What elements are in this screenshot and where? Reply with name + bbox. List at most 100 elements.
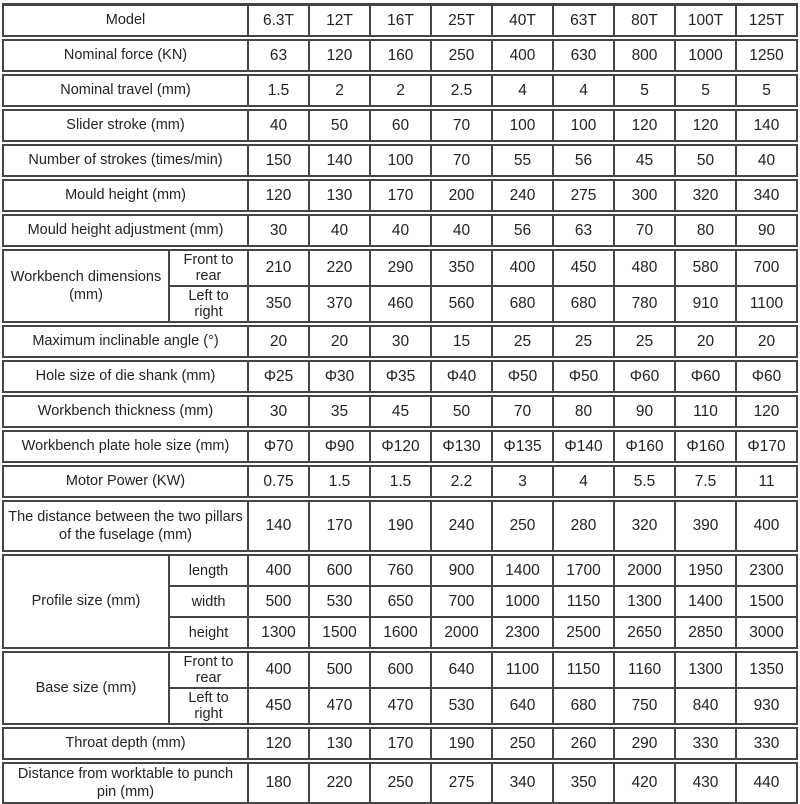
spec-value-cell: 500 (247, 585, 310, 618)
spec-value-cell: Φ140 (552, 426, 615, 465)
spec-value-cell: 2850 (674, 616, 737, 651)
spec-value-cell: 780 (613, 285, 676, 325)
table-row: Hole size of die shank (mm) Φ25 Φ30 Φ35 Φ40 Φ… (2, 356, 798, 395)
spec-value-cell: 350 (247, 285, 310, 325)
spec-value-cell: 250 (491, 496, 554, 554)
spec-value-cell: 680 (491, 285, 554, 325)
table-row: width 500 530 650 700 1000 1150 1300 1400 1500 (3, 585, 798, 618)
spec-value-cell: 400 (491, 245, 554, 287)
spec-value-cell: 16T (369, 3, 432, 39)
spec-value-cell: 25 (613, 321, 676, 360)
spec-value-cell: 290 (613, 723, 676, 762)
spec-value-cell: 1500 (735, 585, 798, 618)
spec-value-cell: Φ50 (491, 356, 554, 395)
spec-value-cell: 420 (613, 757, 676, 804)
spec-value-cell: 56 (491, 210, 554, 249)
spec-value-cell: 350 (430, 245, 493, 287)
table-row: Maximum inclinable angle (°) 20 20 30 15 25 25… (2, 321, 798, 360)
spec-value-cell: Φ135 (491, 426, 554, 465)
spec-value-cell: 320 (613, 496, 676, 554)
spec-value-cell: 20 (735, 321, 798, 360)
spec-value-cell: 2 (308, 70, 371, 109)
spec-value-cell: 4 (491, 70, 554, 109)
spec-value-cell: 800 (613, 35, 676, 74)
table-row: Slider stroke (mm) 40 50 60 70 100 100 120 120 14… (2, 105, 798, 144)
spec-value-cell: Φ60 (674, 356, 737, 395)
spec-value-cell: 600 (308, 550, 371, 587)
spec-value-cell: 1150 (552, 585, 615, 618)
spec-value-cell: Φ60 (613, 356, 676, 395)
spec-value-cell: 480 (613, 245, 676, 287)
table-row: Mould height (mm) 120 130 170 200 240 275 300 32… (2, 175, 798, 214)
spec-value-cell: 50 (430, 391, 493, 430)
table-row: Throat depth (mm) 120 130 170 190 250 260 290 33… (2, 723, 798, 762)
spec-value-cell: Φ120 (369, 426, 432, 465)
spec-value-cell: Φ50 (552, 356, 615, 395)
spec-value-cell: 400 (735, 496, 798, 554)
spec-value-cell: 11 (735, 461, 798, 500)
spec-value-cell: 2.5 (430, 70, 493, 109)
spec-value-cell: 680 (552, 285, 615, 325)
table-row: Motor Power (KW) 0.75 1.5 1.5 2.2 3 4 5.5 7.5 11 (2, 461, 798, 500)
spec-value-cell: 450 (247, 687, 310, 727)
spec-value-cell: 400 (491, 35, 554, 74)
spec-value-cell: 100 (552, 105, 615, 144)
spec-value-cell: 4 (552, 70, 615, 109)
spec-value-cell: 530 (430, 687, 493, 727)
spec-value-cell: 560 (430, 285, 493, 325)
row-label-cell: Mould height (mm) (2, 175, 249, 214)
spec-value-cell: 180 (247, 757, 310, 804)
spec-value-cell: 250 (491, 723, 554, 762)
sub-label-cell: width (168, 585, 249, 618)
spec-value-cell: 250 (430, 35, 493, 74)
spec-value-cell: 1400 (491, 550, 554, 587)
table-row: Distance from worktable to punch pin (mm… (2, 757, 798, 804)
row-label-cell: Maximum inclinable angle (°) (2, 321, 249, 360)
spec-value-cell: 5 (674, 70, 737, 109)
row-label-cell: Throat depth (mm) (2, 723, 249, 762)
table-row: Nominal force (KN) 63 120 160 250 400 630 800 10… (2, 35, 798, 74)
spec-value-cell: 90 (613, 391, 676, 430)
table-row: Base size (mm) Front to rear 400 500 600 640 1… (2, 647, 798, 727)
spec-value-cell: 125T (735, 3, 798, 39)
spec-value-cell: 275 (430, 757, 493, 804)
spec-value-cell: 70 (491, 391, 554, 430)
spec-value-cell: 320 (674, 175, 737, 214)
row-label-cell: Nominal force (KN) (2, 35, 249, 74)
spec-value-cell: 470 (369, 687, 432, 727)
spec-value-cell: 1400 (674, 585, 737, 618)
spec-value-cell: 650 (369, 585, 432, 618)
spec-value-cell: Φ40 (430, 356, 493, 395)
spec-value-cell: 63 (552, 210, 615, 249)
row-label-cell: Motor Power (KW) (2, 461, 249, 500)
spec-value-cell: 1100 (491, 647, 554, 689)
spec-value-cell: 500 (308, 647, 371, 689)
spec-value-cell: 220 (308, 757, 371, 804)
spec-value-cell: 1000 (674, 35, 737, 74)
spec-value-cell: 2300 (491, 616, 554, 651)
spec-value-cell: 80 (674, 210, 737, 249)
spec-value-cell: 70 (430, 140, 493, 179)
spec-value-cell: 300 (613, 175, 676, 214)
spec-value-cell: 40 (735, 140, 798, 179)
spec-value-cell: 530 (308, 585, 371, 618)
spec-value-cell: 840 (674, 687, 737, 727)
spec-value-cell: 1000 (491, 585, 554, 618)
spec-table-body: Model 6.3T 12T 16T 25T 40T 63T 80T 100T 125T Nomin… (2, 3, 798, 804)
spec-value-cell: Φ70 (247, 426, 310, 465)
spec-value-cell: 120 (247, 723, 310, 762)
spec-value-cell: 2300 (735, 550, 798, 587)
spec-value-cell: 1100 (735, 285, 798, 325)
spec-value-cell: 60 (369, 105, 432, 144)
table-row: Model 6.3T 12T 16T 25T 40T 63T 80T 100T 125T (2, 3, 798, 39)
spec-value-cell: 40 (247, 105, 310, 144)
spec-value-cell: 450 (552, 245, 615, 287)
spec-value-cell: 35 (308, 391, 371, 430)
spec-value-cell: 240 (491, 175, 554, 214)
spec-value-cell: 1300 (674, 647, 737, 689)
spec-value-cell: 120 (613, 105, 676, 144)
spec-value-cell: 1350 (735, 647, 798, 689)
spec-value-cell: 140 (247, 496, 310, 554)
spec-value-cell: 3 (491, 461, 554, 500)
spec-value-cell: 25T (430, 3, 493, 39)
